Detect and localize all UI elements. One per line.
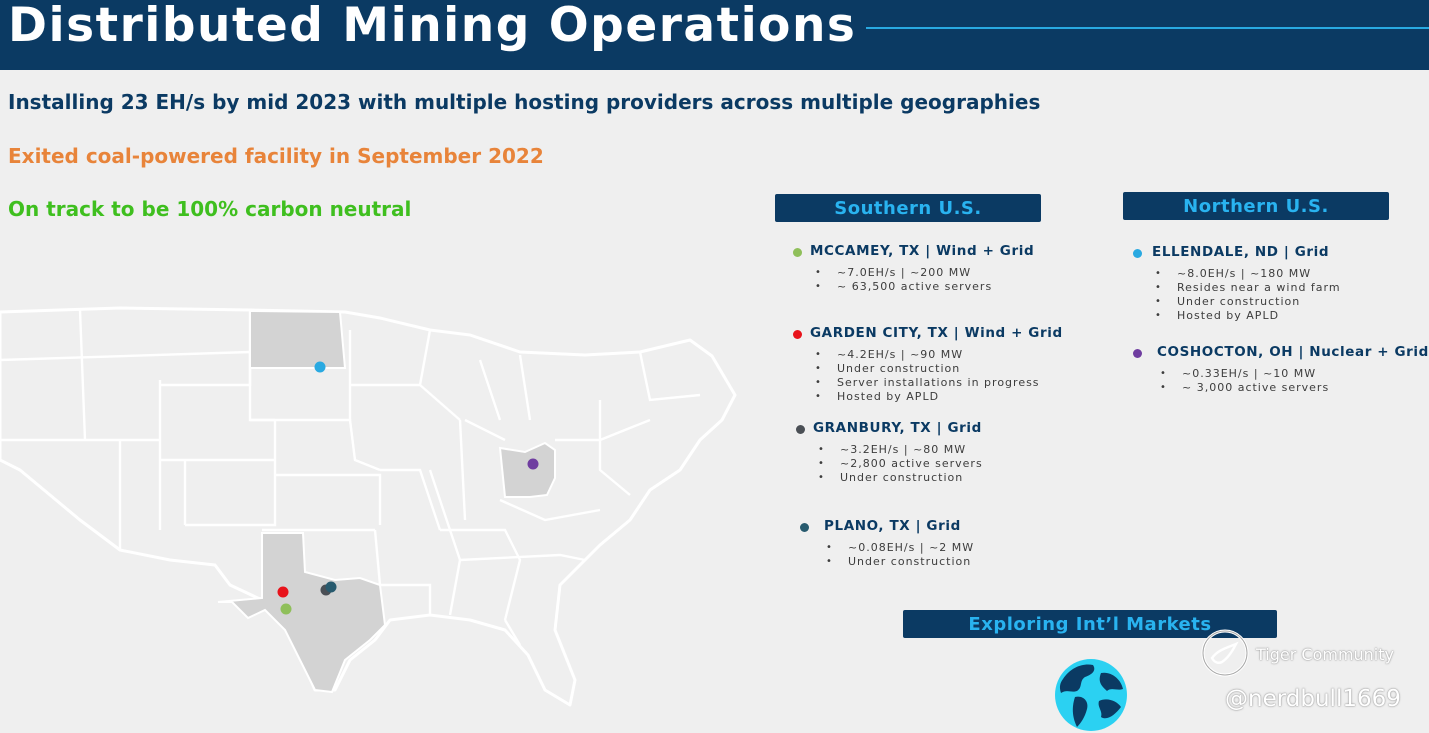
site-bullet: ~8.0EH/s | ~180 MW — [1155, 267, 1341, 281]
page-title: Distributed Mining Operations — [8, 0, 857, 53]
gray-dot-icon — [796, 425, 805, 434]
texas-shape — [217, 532, 387, 694]
site-bullet: Under construction — [818, 471, 983, 485]
site-bullet: Server installations in progress — [815, 376, 1040, 390]
north-dakota-shape — [249, 309, 347, 369]
ohio-shape — [498, 441, 556, 498]
site-bullet: ~0.08EH/s | ~2 MW — [826, 541, 974, 555]
site-bullet: Under construction — [815, 362, 1040, 376]
site-name: GARDEN CITY, TX | Wind + Grid — [810, 325, 1063, 341]
purple-dot-icon — [1133, 349, 1142, 358]
watermark-brand: Tiger Community — [1256, 645, 1394, 664]
garden-city-marker — [277, 586, 289, 598]
site-name: MCCAMEY, TX | Wind + Grid — [810, 243, 1035, 259]
mccamey-marker — [280, 603, 292, 615]
subtitle-installing: Installing 23 EH/s by mid 2023 with mult… — [8, 90, 1041, 114]
site-bullet: ~ 63,500 active servers — [815, 280, 992, 294]
site-bullet: ~4.2EH/s | ~90 MW — [815, 348, 1040, 362]
site-bullet: Under construction — [826, 555, 974, 569]
site-bullet: ~7.0EH/s | ~200 MW — [815, 266, 992, 280]
site-bullet: Hosted by APLD — [815, 390, 1040, 404]
region-northern-us: Northern U.S. — [1123, 192, 1389, 220]
plano-marker — [325, 581, 337, 593]
globe-icon — [1055, 659, 1127, 731]
site-bullet: ~ 3,000 active servers — [1160, 381, 1329, 395]
blue-dot-icon — [1133, 249, 1142, 258]
watermark-handle: @nerdbull1669 — [1225, 686, 1401, 712]
site-bullet: Resides near a wind farm — [1155, 281, 1341, 295]
site-name: GRANBURY, TX | Grid — [813, 420, 982, 436]
site-bullet: Hosted by APLD — [1155, 309, 1341, 323]
tiger-logo-icon — [1201, 629, 1249, 677]
us-map — [0, 306, 737, 707]
title-bar: Distributed Mining Operations — [0, 0, 1429, 70]
red-dot-icon — [793, 330, 802, 339]
green-dot-icon — [793, 248, 802, 257]
site-bullet: Under construction — [1155, 295, 1341, 309]
site-bullet: ~2,800 active servers — [818, 457, 983, 471]
site-bullet: ~3.2EH/s | ~80 MW — [818, 443, 983, 457]
teal-dot-icon — [800, 523, 809, 532]
site-name: PLANO, TX | Grid — [824, 518, 961, 534]
site-name: COSHOCTON, OH | Nuclear + Grid — [1157, 344, 1429, 360]
ellendale-marker — [314, 361, 326, 373]
title-divider — [866, 27, 1429, 29]
site-bullet: ~0.33EH/s | ~10 MW — [1160, 367, 1329, 381]
subtitle-coal-exit: Exited coal-powered facility in Septembe… — [8, 144, 544, 168]
coshocton-marker — [527, 458, 539, 470]
region-southern-us: Southern U.S. — [775, 194, 1041, 222]
subtitle-carbon-neutral: On track to be 100% carbon neutral — [8, 197, 412, 221]
site-name: ELLENDALE, ND | Grid — [1152, 244, 1330, 260]
